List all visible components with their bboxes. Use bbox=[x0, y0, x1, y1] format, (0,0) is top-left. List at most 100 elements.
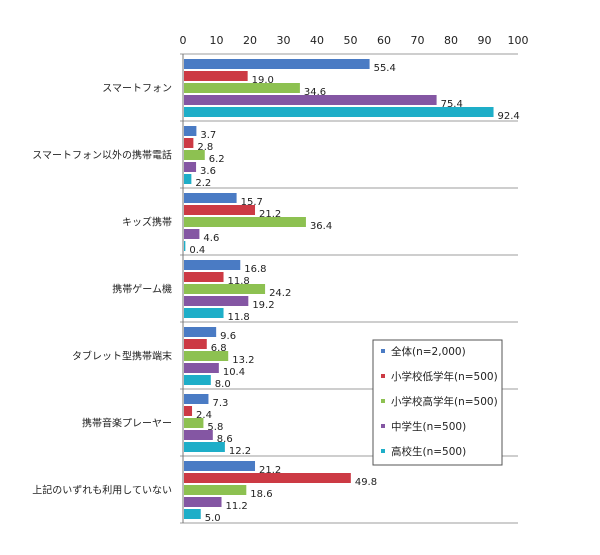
data-label: 34.6 bbox=[304, 87, 326, 98]
legend-box bbox=[372, 339, 503, 466]
data-label: 5.8 bbox=[207, 422, 223, 433]
category-label: スマートフォン bbox=[102, 84, 172, 95]
legend-entry: 全体(n=2,000) bbox=[391, 345, 466, 358]
bar bbox=[184, 205, 256, 215]
bar bbox=[184, 217, 306, 227]
x-tick-label: 60 bbox=[377, 34, 391, 47]
category-label: 携帯音楽プレーヤー bbox=[82, 417, 172, 430]
data-label: 0.4 bbox=[189, 245, 205, 256]
data-label: 3.6 bbox=[200, 166, 216, 177]
bar bbox=[184, 308, 224, 318]
bar bbox=[184, 509, 201, 519]
x-tick-label: 0 bbox=[180, 34, 187, 47]
data-label: 75.4 bbox=[441, 99, 463, 110]
data-label: 5.0 bbox=[205, 513, 221, 524]
legend-swatch bbox=[381, 399, 385, 403]
bar bbox=[184, 327, 217, 337]
legend-swatch bbox=[381, 449, 385, 453]
bar bbox=[184, 473, 351, 483]
data-label: 9.6 bbox=[220, 331, 236, 342]
bar bbox=[184, 406, 193, 416]
bar bbox=[184, 272, 224, 282]
x-tick-label: 80 bbox=[444, 34, 458, 47]
bar bbox=[184, 339, 207, 349]
bar bbox=[184, 59, 370, 69]
x-tick-label: 70 bbox=[411, 34, 425, 47]
legend-entry: 小学校低学年(n=500) bbox=[391, 370, 498, 383]
bar bbox=[184, 296, 249, 306]
category-label: タブレット型携帯端末 bbox=[72, 350, 172, 363]
data-label: 21.2 bbox=[259, 209, 281, 220]
bar bbox=[184, 241, 186, 251]
data-label: 3.7 bbox=[200, 130, 216, 141]
bar bbox=[184, 497, 222, 507]
data-label: 18.6 bbox=[250, 489, 272, 500]
data-label: 49.8 bbox=[355, 477, 377, 488]
x-tick-label: 50 bbox=[344, 34, 358, 47]
bar bbox=[184, 485, 247, 495]
bar bbox=[184, 375, 211, 385]
category-label: キッズ携帯 bbox=[122, 216, 172, 229]
bar bbox=[184, 83, 300, 93]
data-label: 2.8 bbox=[197, 142, 213, 153]
bar bbox=[184, 418, 204, 428]
category-label: スマートフォン以外の携帯電話 bbox=[32, 149, 172, 162]
legend-swatch bbox=[381, 374, 385, 378]
data-label: 6.2 bbox=[209, 154, 225, 165]
data-label: 15.7 bbox=[241, 197, 263, 208]
data-label: 12.2 bbox=[229, 446, 251, 457]
bar bbox=[184, 138, 194, 148]
x-tick-label: 10 bbox=[210, 34, 224, 47]
bar bbox=[184, 126, 197, 136]
bar bbox=[184, 461, 256, 471]
data-label: 11.2 bbox=[226, 501, 248, 512]
bar bbox=[184, 162, 197, 172]
data-label: 19.2 bbox=[252, 300, 274, 311]
data-label: 10.4 bbox=[223, 367, 245, 378]
legend-entry: 中学生(n=500) bbox=[391, 420, 466, 433]
data-label: 11.8 bbox=[228, 276, 250, 287]
legend-swatch bbox=[381, 424, 385, 428]
data-label: 8.6 bbox=[217, 434, 233, 445]
data-label: 24.2 bbox=[269, 288, 291, 299]
data-label: 55.4 bbox=[374, 63, 396, 74]
bar bbox=[184, 284, 266, 294]
bar bbox=[184, 193, 237, 203]
data-label: 92.4 bbox=[498, 111, 520, 122]
bar bbox=[184, 351, 229, 361]
data-label: 11.8 bbox=[228, 312, 250, 323]
x-tick-label: 90 bbox=[478, 34, 492, 47]
bar bbox=[184, 71, 248, 81]
bar bbox=[184, 430, 213, 440]
data-label: 21.2 bbox=[259, 465, 281, 476]
category-label: 上記のいずれも利用していない bbox=[32, 484, 172, 497]
legend-entry: 小学校高学年(n=500) bbox=[391, 395, 498, 408]
category-label: 携帯ゲーム機 bbox=[112, 283, 172, 296]
bar bbox=[184, 174, 192, 184]
x-tick-label: 30 bbox=[277, 34, 291, 47]
data-label: 6.8 bbox=[211, 343, 227, 354]
legend-swatch bbox=[381, 349, 385, 353]
x-tick-label: 100 bbox=[508, 34, 529, 47]
data-label: 36.4 bbox=[310, 221, 332, 232]
data-label: 8.0 bbox=[215, 379, 231, 390]
bar bbox=[184, 260, 241, 270]
bar bbox=[184, 229, 200, 239]
data-label: 2.2 bbox=[195, 178, 211, 189]
bar bbox=[184, 150, 205, 160]
bar bbox=[184, 95, 437, 105]
x-tick-label: 20 bbox=[243, 34, 257, 47]
data-label: 16.8 bbox=[244, 264, 266, 275]
data-label: 4.6 bbox=[203, 233, 219, 244]
bar bbox=[184, 442, 225, 452]
data-label: 2.4 bbox=[196, 410, 212, 421]
legend-entry: 高校生(n=500) bbox=[391, 445, 466, 458]
bar bbox=[184, 107, 494, 117]
data-label: 19.0 bbox=[252, 75, 274, 86]
data-label: 7.3 bbox=[212, 398, 228, 409]
bar bbox=[184, 363, 219, 373]
x-tick-label: 40 bbox=[310, 34, 324, 47]
data-label: 13.2 bbox=[232, 355, 254, 366]
